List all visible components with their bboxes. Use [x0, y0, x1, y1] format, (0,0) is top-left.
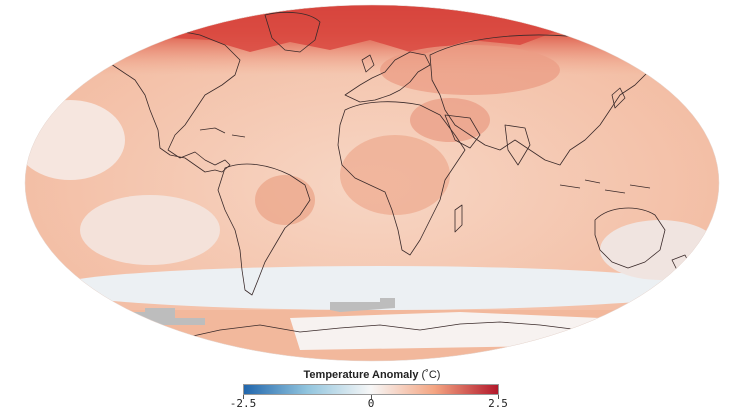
legend-tick-mid	[371, 395, 372, 399]
legend-tick-label-max: 2.5	[488, 397, 508, 410]
coastline-uk	[361, 54, 375, 73]
pacific-pale-patch	[25, 100, 125, 180]
no-data-patch	[330, 298, 395, 312]
africa-warm	[340, 135, 450, 215]
antarctic-pale-zone	[290, 312, 610, 350]
globe-outline	[24, 4, 720, 362]
legend-tick-min	[243, 395, 244, 399]
coastline-arabia	[444, 114, 481, 149]
no-data-patch	[153, 5, 198, 7]
coastline-caribbean	[199, 127, 246, 138]
coastline-indonesia	[559, 179, 651, 194]
middle-east-warm	[410, 98, 490, 142]
legend-colorbar	[243, 384, 499, 395]
coastline-india	[504, 124, 531, 166]
coastline-australia	[594, 207, 666, 269]
legend: Temperature Anomaly (˚C) -2.5 0 2.5	[230, 369, 508, 415]
coastline-europe	[344, 51, 431, 103]
coastline-antarctica	[174, 321, 601, 341]
legend-tick-label-min: -2.5	[229, 397, 257, 410]
coastline-south-america	[217, 163, 311, 296]
coastline-japan	[611, 87, 626, 109]
south-america-warm	[255, 175, 315, 225]
legend-unit: (˚C)	[421, 369, 441, 381]
southern-ocean-pale-band	[50, 266, 710, 310]
legend-tick-max	[498, 395, 499, 399]
legend-tick-label-mid: 0	[367, 397, 375, 410]
russia-warm	[380, 45, 560, 95]
east-pacific-pale-patch	[80, 195, 220, 265]
coastline-madagascar	[454, 204, 463, 233]
coastline-africa	[337, 101, 466, 256]
coastlines	[104, 11, 691, 341]
temperature-anomaly-map	[24, 4, 720, 362]
legend-title-row: Temperature Anomaly (˚C)	[236, 369, 508, 381]
coastline-greenland	[264, 11, 321, 53]
arctic-hotspot	[150, 5, 600, 55]
legend-title: Temperature Anomaly	[303, 369, 419, 381]
